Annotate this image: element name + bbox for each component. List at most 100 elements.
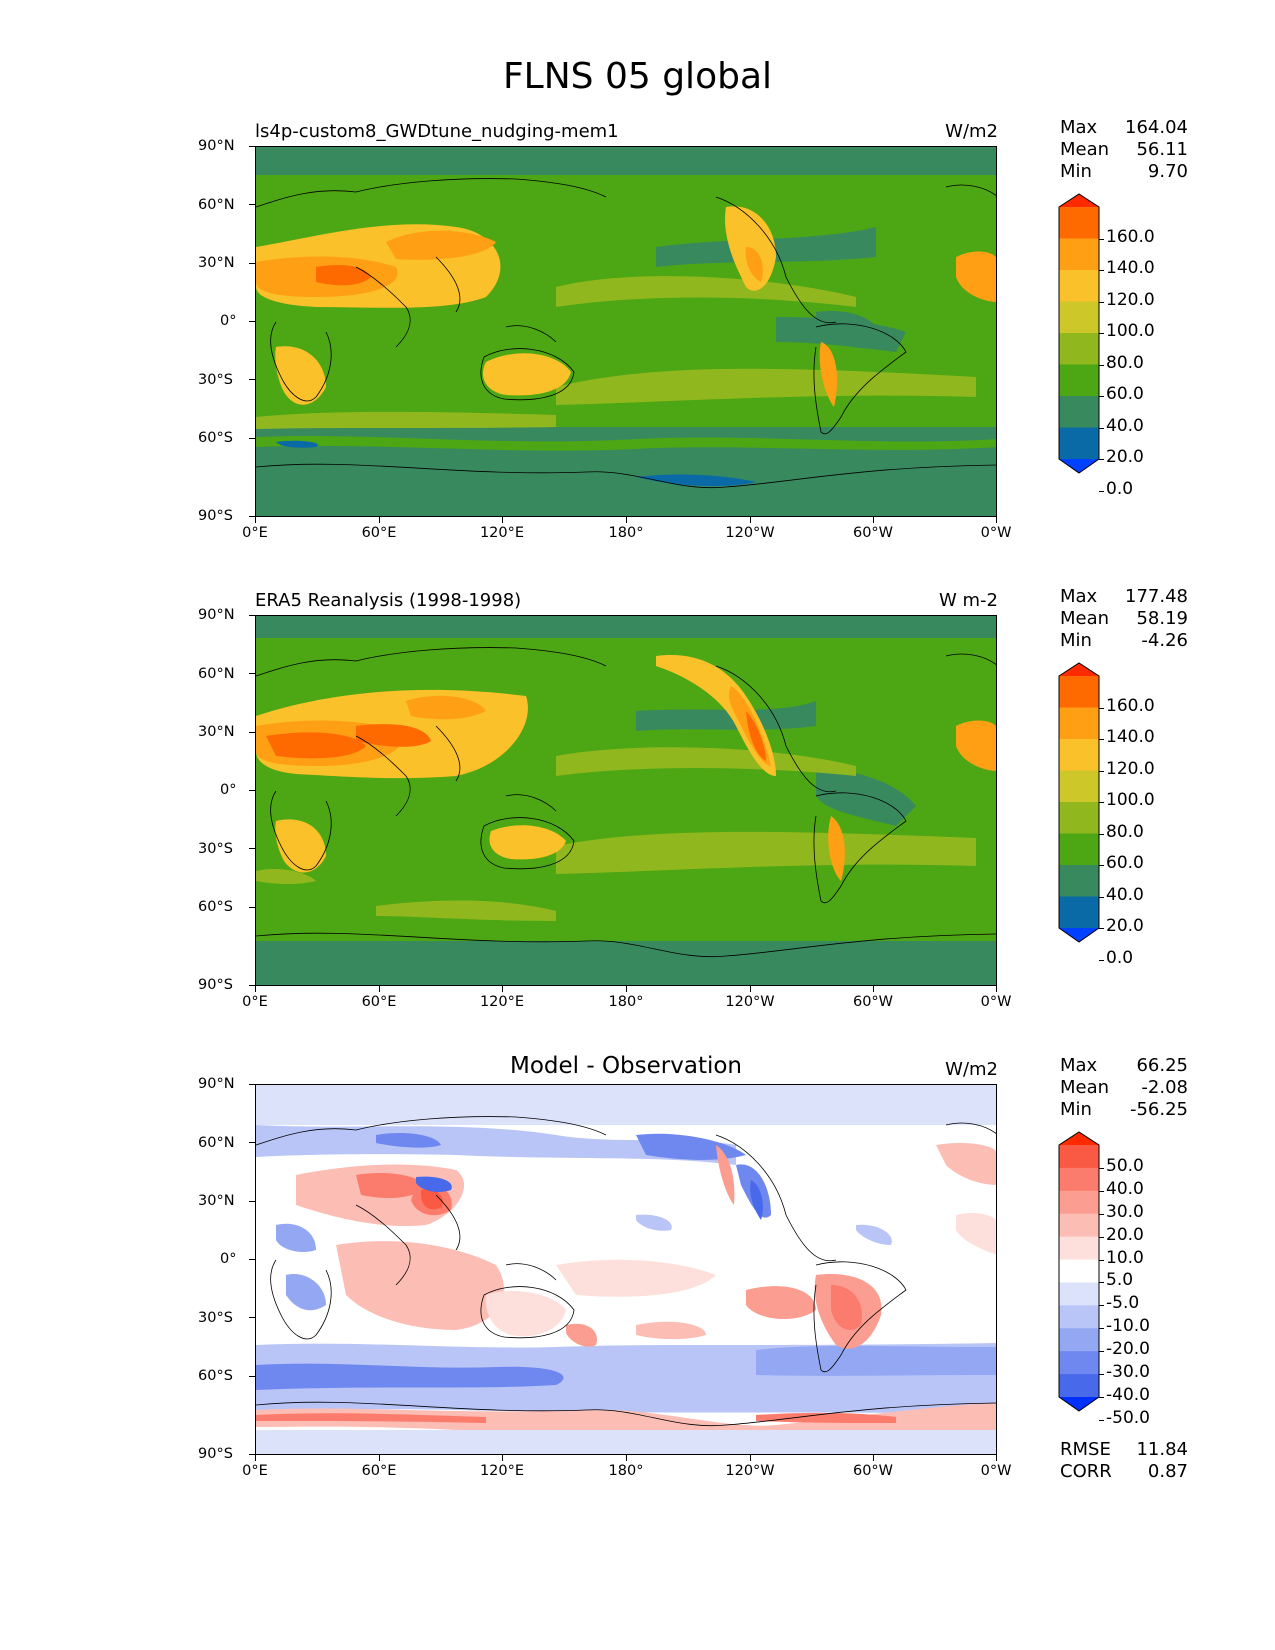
colorbar-tick bbox=[1099, 1374, 1104, 1376]
colorbar-bin bbox=[1059, 301, 1099, 334]
colorbar-tick bbox=[1099, 865, 1104, 866]
x-tick-label: 180° bbox=[608, 994, 644, 1010]
colorbar-extend-min bbox=[1059, 928, 1099, 942]
map-difference bbox=[255, 1084, 997, 1455]
colorbar-tick bbox=[1099, 1282, 1104, 1284]
y-tick-label: 0° bbox=[220, 1251, 237, 1267]
colorbar-bin bbox=[1059, 770, 1099, 803]
x-tick-label: 0°E bbox=[242, 525, 268, 541]
colorbar-label: 30.0 bbox=[1106, 1201, 1144, 1222]
colorbar-tick bbox=[1099, 1259, 1104, 1261]
colorbar-label: 20.0 bbox=[1106, 447, 1144, 467]
colorbar-bin bbox=[1059, 238, 1099, 271]
mean-label: Mean bbox=[1060, 608, 1110, 629]
colorbar-bin bbox=[1059, 1282, 1099, 1306]
colorbar-label: 80.0 bbox=[1106, 821, 1144, 842]
colorbar-bin bbox=[1059, 1167, 1099, 1192]
min-value: -56.25 bbox=[1129, 1099, 1188, 1120]
x-tick-label: 60°E bbox=[361, 525, 397, 541]
colorbar-tick bbox=[1099, 459, 1104, 460]
colorbar-bin bbox=[1059, 364, 1099, 397]
colorbar-label: 60.0 bbox=[1106, 853, 1144, 873]
colorbar-bin bbox=[1059, 396, 1099, 428]
panel-units: W/m2 bbox=[945, 1059, 998, 1080]
colorbar-label: 140.0 bbox=[1106, 258, 1155, 278]
colorbar-label: -20.0 bbox=[1106, 1339, 1150, 1360]
colorbar-bin bbox=[1059, 333, 1099, 365]
colorbar-bin bbox=[1059, 1236, 1099, 1261]
colorbar-tick bbox=[1099, 1236, 1104, 1238]
colorbar-tick bbox=[1099, 802, 1104, 803]
y-tick-label: 60°S bbox=[198, 430, 233, 446]
colorbar-tick bbox=[1099, 364, 1104, 366]
x-tick-label: 120°E bbox=[479, 1463, 525, 1479]
colorbar-bin bbox=[1059, 1374, 1099, 1398]
y-tick-label: 30°S bbox=[198, 372, 233, 388]
colorbar-label: 10.0 bbox=[1106, 1247, 1144, 1268]
x-tick-label: 180° bbox=[608, 1463, 644, 1479]
colorbar-label: 5.0 bbox=[1106, 1270, 1134, 1291]
colorbar-bin bbox=[1059, 833, 1099, 866]
x-tick-label: 0°E bbox=[242, 994, 268, 1010]
colorbar-label: 20.0 bbox=[1106, 1224, 1144, 1245]
x-tick-label: 60°W bbox=[852, 994, 894, 1010]
colorbar-label: 40.0 bbox=[1106, 415, 1144, 436]
panel-title: ERA5 Reanalysis (1998-1998) bbox=[255, 590, 522, 611]
colorbar-extend-max bbox=[1059, 194, 1099, 207]
y-tick-label: 60°N bbox=[198, 666, 235, 682]
colorbar-label: 100.0 bbox=[1106, 321, 1155, 341]
y-tick-label: 30°N bbox=[198, 1193, 235, 1209]
colorbar-bin bbox=[1059, 739, 1099, 771]
panel-difference: Model - Observation W/m2 Max 66.25 Mean -2… bbox=[0, 1051, 1275, 1521]
min-label: Min bbox=[1060, 1099, 1092, 1120]
colorbar-tick bbox=[1099, 1305, 1104, 1307]
colorbar-label: 40.0 bbox=[1106, 1178, 1144, 1199]
colorbar-label: 140.0 bbox=[1106, 727, 1155, 747]
map-model bbox=[255, 146, 997, 517]
colorbar-extend-min bbox=[1059, 1397, 1099, 1411]
rmse-value: 11.84 bbox=[1136, 1439, 1188, 1460]
colorbar-bin bbox=[1059, 427, 1099, 460]
x-tick-label: 180° bbox=[608, 525, 644, 541]
x-tick-label: 60°E bbox=[361, 994, 397, 1010]
colorbar-label: -30.0 bbox=[1106, 1362, 1150, 1383]
colorbar-graphic bbox=[1058, 662, 1100, 943]
colorbar-bin bbox=[1059, 802, 1099, 834]
colorbar-label: -40.0 bbox=[1106, 1385, 1150, 1405]
colorbar-label: 60.0 bbox=[1106, 384, 1144, 404]
colorbar-tick bbox=[1099, 1351, 1104, 1353]
y-tick-label: 60°S bbox=[198, 899, 233, 915]
y-tick-label: 60°N bbox=[198, 197, 235, 213]
colorbar-label: -5.0 bbox=[1106, 1293, 1140, 1314]
colorbar-graphic bbox=[1058, 1131, 1100, 1412]
colorbar-bin bbox=[1059, 1328, 1099, 1352]
colorbar-bin bbox=[1059, 1190, 1099, 1215]
colorbar-label: 160.0 bbox=[1106, 695, 1155, 716]
colorbar-graphic bbox=[1058, 193, 1100, 474]
colorbar-extend-min bbox=[1059, 459, 1099, 473]
corr-value: 0.87 bbox=[1147, 1461, 1188, 1482]
colorbar-label: 120.0 bbox=[1106, 289, 1155, 310]
panel-model: ls4p-custom8_GWDtune_nudging-mem1 W/m2 M… bbox=[0, 113, 1275, 583]
mean-value: 56.11 bbox=[1136, 139, 1188, 160]
y-tick-label: 90°S bbox=[198, 1446, 233, 1462]
colorbar-label: 0.0 bbox=[1106, 478, 1134, 499]
colorbar-tick bbox=[1099, 238, 1104, 240]
colorbar-tick bbox=[1099, 1397, 1104, 1398]
rmse-label: RMSE bbox=[1060, 1439, 1111, 1460]
colorbar-bin bbox=[1059, 1145, 1099, 1169]
colorbar-tick bbox=[1099, 707, 1104, 709]
x-tick-label: 120°W bbox=[725, 994, 775, 1010]
y-tick-label: 90°S bbox=[198, 508, 233, 524]
colorbar-tick bbox=[1099, 1419, 1104, 1421]
min-label: Min bbox=[1060, 630, 1092, 651]
mean-value: 58.19 bbox=[1136, 608, 1188, 629]
colorbar-extend-max bbox=[1059, 1132, 1099, 1145]
x-tick-label: 120°E bbox=[479, 994, 525, 1010]
x-tick-label: 0°W bbox=[980, 1463, 1012, 1479]
mean-label: Mean bbox=[1060, 1077, 1110, 1098]
colorbar: 160.0 140.0 120.0 100.0 80.0 60.0 40.0 20.0 0.0 bbox=[1058, 662, 1155, 968]
y-tick-label: 60°S bbox=[198, 1368, 233, 1384]
stats-box: Max 66.25 Mean -2.08 Min -56.25 bbox=[1060, 1055, 1188, 1121]
x-tick-label: 120°E bbox=[479, 525, 525, 541]
